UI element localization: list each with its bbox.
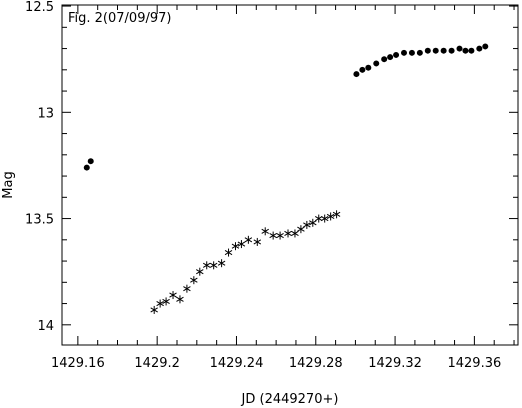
x-tick-label: 1429.24 [210, 356, 264, 371]
data-point-star [231, 242, 240, 251]
data-point-star [156, 299, 164, 308]
data-point-star [217, 259, 226, 268]
data-point-star [309, 218, 317, 227]
plot-frame [61, 4, 519, 346]
data-point-dot [448, 47, 455, 54]
data-point-dot [393, 51, 400, 58]
data-point-star [176, 295, 184, 304]
data-point-star [297, 225, 305, 234]
data-point-dot [83, 164, 90, 171]
data-point-dot [462, 47, 469, 54]
data-point-star [314, 214, 323, 223]
data-point-star [209, 261, 218, 270]
data-point-dot [401, 49, 407, 56]
data-point-star [237, 240, 246, 249]
y-tick-label: 13.5 [25, 213, 54, 228]
data-point-dot [440, 47, 447, 54]
data-point-star [190, 276, 198, 285]
y-axis-label: Mag [1, 171, 16, 198]
x-tick-label: 1429.2 [134, 356, 180, 371]
data-point-dot [365, 64, 372, 71]
data-point-star [284, 229, 292, 238]
y-tick-label: 14 [37, 319, 54, 334]
data-point-dot [476, 45, 483, 52]
data-point-star [224, 248, 233, 257]
x-tick-label: 1429.36 [447, 356, 501, 371]
data-point-dot [482, 43, 489, 50]
data-point-star [326, 212, 335, 221]
data-point-star [291, 229, 299, 238]
x-tick-label: 1429.16 [51, 356, 105, 371]
x-tick-label: 1429.32 [368, 356, 422, 371]
data-point-star [196, 267, 204, 276]
data-point-star [244, 235, 253, 244]
chart-title: Fig. 2(07/09/97) [68, 11, 171, 26]
data-point-star [276, 231, 284, 240]
data-point-dot [359, 66, 366, 73]
data-point-dot [387, 54, 394, 61]
y-tick-label: 13 [37, 106, 54, 121]
data-point-dot [87, 158, 94, 165]
y-tick-label: 12.5 [25, 0, 54, 15]
data-point-dot [424, 47, 431, 54]
data-point-dot [408, 49, 415, 56]
data-point-star [150, 305, 158, 314]
data-point-dot [373, 60, 380, 67]
data-point-dot [381, 56, 388, 63]
x-axis-label: JD (2449270+) [241, 392, 339, 407]
data-point-star [162, 297, 170, 306]
data-point-star [261, 227, 269, 236]
data-point-star [183, 284, 191, 293]
data-point-dot [432, 47, 439, 54]
data-point-star [169, 291, 177, 300]
data-point-star [202, 261, 211, 270]
data-point-star [269, 231, 277, 240]
data-point-star [303, 220, 311, 229]
data-point-dot [416, 49, 423, 56]
data-point-star [253, 237, 262, 246]
data-point-star [320, 214, 329, 223]
data-points [83, 43, 489, 314]
axis-ticks: 1429.16 1429.2 1429.24 1429.28 1429.32 1429.3… [25, 0, 518, 371]
x-tick-label: 1429.28 [289, 356, 343, 371]
data-point-dot [353, 71, 360, 78]
data-point-star [332, 210, 341, 219]
data-point-dot [456, 45, 463, 52]
data-point-dot [468, 47, 475, 54]
